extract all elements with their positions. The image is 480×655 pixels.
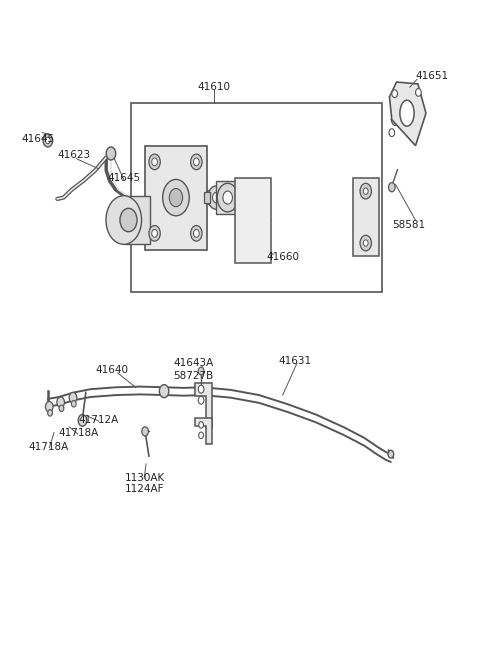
Circle shape xyxy=(149,154,160,170)
Circle shape xyxy=(69,392,77,403)
Text: 1124AF: 1124AF xyxy=(125,483,165,494)
Circle shape xyxy=(199,432,204,439)
Circle shape xyxy=(389,129,395,136)
Circle shape xyxy=(363,188,368,195)
Circle shape xyxy=(149,225,160,241)
Circle shape xyxy=(217,183,238,212)
Circle shape xyxy=(208,186,225,210)
Circle shape xyxy=(251,193,258,203)
Bar xyxy=(124,196,150,244)
Text: 41645: 41645 xyxy=(22,134,55,144)
Circle shape xyxy=(152,158,157,166)
Circle shape xyxy=(78,415,87,426)
Text: 41718A: 41718A xyxy=(59,428,99,438)
Text: 58581: 58581 xyxy=(392,220,425,230)
Text: 41712A: 41712A xyxy=(79,415,119,424)
Circle shape xyxy=(57,397,64,407)
Bar xyxy=(235,178,271,263)
Circle shape xyxy=(360,235,372,251)
Ellipse shape xyxy=(400,100,414,126)
Circle shape xyxy=(72,401,76,407)
Circle shape xyxy=(191,225,202,241)
Circle shape xyxy=(59,405,64,411)
Circle shape xyxy=(392,90,397,98)
Circle shape xyxy=(360,183,372,199)
Circle shape xyxy=(46,137,50,143)
Circle shape xyxy=(388,183,395,192)
Circle shape xyxy=(169,189,182,207)
Text: 41718A: 41718A xyxy=(29,442,69,452)
Circle shape xyxy=(43,134,53,147)
Circle shape xyxy=(198,396,204,404)
Circle shape xyxy=(120,208,137,232)
Circle shape xyxy=(198,367,204,375)
Circle shape xyxy=(198,385,204,393)
Circle shape xyxy=(191,154,202,170)
Text: 41631: 41631 xyxy=(278,356,311,366)
Circle shape xyxy=(152,229,157,237)
Circle shape xyxy=(106,147,116,160)
Circle shape xyxy=(106,196,142,244)
Bar xyxy=(216,181,239,214)
Circle shape xyxy=(199,422,204,428)
Bar xyxy=(239,191,246,204)
Text: 41610: 41610 xyxy=(197,83,230,92)
Bar xyxy=(131,103,383,291)
Polygon shape xyxy=(195,383,212,428)
Text: 41645: 41645 xyxy=(107,173,140,183)
Circle shape xyxy=(363,240,368,246)
Circle shape xyxy=(46,402,53,412)
Circle shape xyxy=(142,427,148,436)
Circle shape xyxy=(223,191,232,204)
Text: 41623: 41623 xyxy=(57,151,90,160)
Circle shape xyxy=(416,88,421,96)
Bar xyxy=(145,145,207,250)
Circle shape xyxy=(48,409,52,416)
Text: 1130AK: 1130AK xyxy=(125,473,166,483)
Text: 41640: 41640 xyxy=(96,365,128,375)
Circle shape xyxy=(159,384,169,398)
Polygon shape xyxy=(389,82,426,145)
Circle shape xyxy=(193,229,199,237)
Text: 41651: 41651 xyxy=(416,71,449,81)
Bar xyxy=(204,193,210,203)
Circle shape xyxy=(193,158,199,166)
Bar xyxy=(353,178,379,256)
Text: 58727B: 58727B xyxy=(174,371,214,381)
Text: 41660: 41660 xyxy=(266,252,299,263)
Circle shape xyxy=(388,450,394,458)
Circle shape xyxy=(213,193,220,203)
Text: 41643A: 41643A xyxy=(174,358,214,368)
Polygon shape xyxy=(195,419,212,444)
Circle shape xyxy=(163,179,189,215)
